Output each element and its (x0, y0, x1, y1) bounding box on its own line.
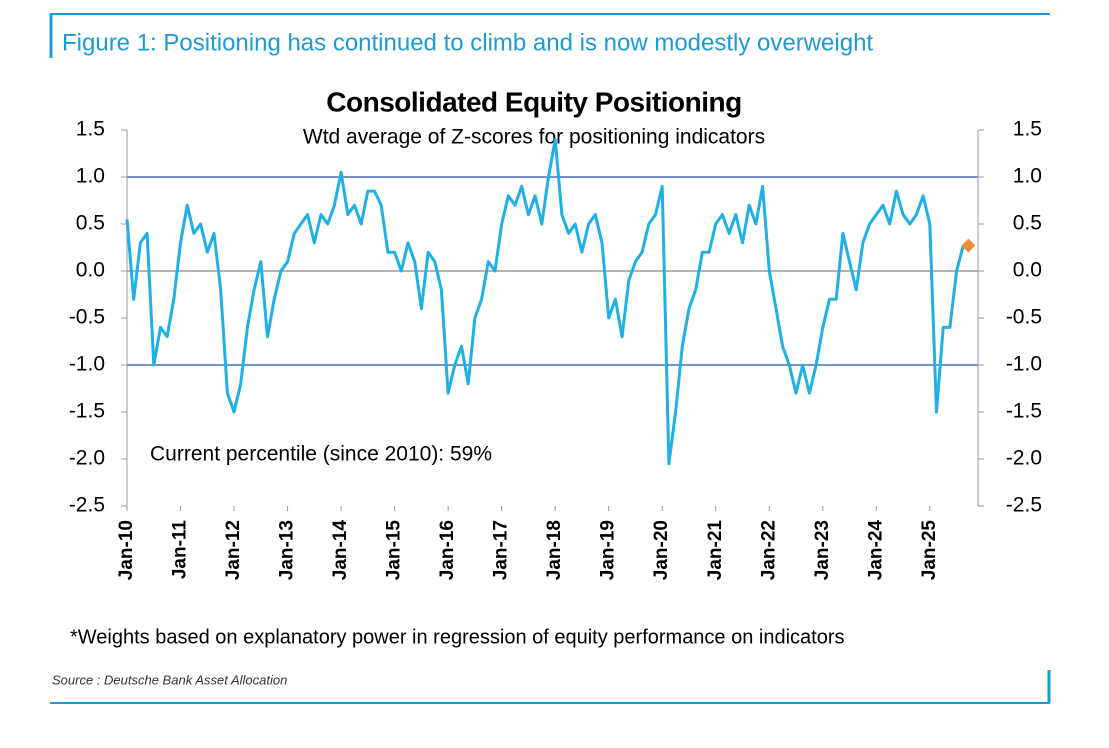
x-tick-label: Jan-17 (491, 520, 512, 580)
y2-tick-label: 1.5 (1013, 118, 1042, 141)
x-tick-label: Jan-21 (705, 520, 726, 581)
x-tick-label: Jan-11 (170, 520, 191, 580)
y2-tick-label: -2.5 (1006, 494, 1042, 517)
y2-tick-label: -1.0 (1006, 353, 1042, 376)
x-tick-label: Jan-12 (223, 520, 244, 580)
source: Source : Deutsche Bank Asset Allocation (52, 672, 287, 687)
y-tick-label: 1.5 (76, 118, 105, 141)
x-tick-label: Jan-18 (544, 520, 565, 580)
x-tick-label: Jan-14 (330, 520, 351, 581)
current-point (961, 238, 976, 253)
x-tick-label: Jan-13 (277, 520, 298, 580)
y2-tick-label: 1.0 (1013, 165, 1042, 188)
y2-tick-label: -1.5 (1006, 400, 1042, 423)
x-tick-label: Jan-10 (116, 520, 137, 580)
y-tick-label: -1.5 (69, 400, 105, 423)
chart-subtitle: Wtd average of Z-scores for positioning … (303, 126, 765, 149)
x-tick-label: Jan-19 (598, 520, 619, 580)
x-tick-label: Jan-16 (437, 520, 458, 580)
y2-tick-label: -2.0 (1006, 447, 1042, 470)
note: *Weights based on explanatory power in r… (70, 626, 845, 648)
y-tick-label: -2.5 (69, 494, 105, 517)
y2-tick-label: 0.0 (1013, 259, 1042, 282)
y-tick-label: -2.0 (69, 447, 105, 470)
y2-tick-label: 0.5 (1013, 212, 1042, 235)
x-tick-label: Jan-23 (812, 520, 833, 580)
figure-title: Figure 1: Positioning has continued to c… (62, 29, 873, 56)
chart-title: Consolidated Equity Positioning (326, 86, 741, 117)
y-tick-label: -0.5 (69, 306, 105, 329)
line-series (125, 137, 965, 466)
y-tick-label: 0.5 (76, 212, 105, 235)
y-tick-label: 1.0 (76, 165, 105, 188)
annotation: Current percentile (since 2010): 59% (150, 443, 492, 466)
y-tick-label: -1.0 (69, 353, 105, 376)
x-tick-label: Jan-22 (758, 520, 779, 580)
x-tick-label: Jan-24 (865, 520, 886, 581)
y2-tick-label: -0.5 (1006, 306, 1042, 329)
x-tick-label: Jan-25 (919, 520, 940, 581)
x-tick-label: Jan-15 (384, 520, 405, 581)
x-tick-label: Jan-20 (651, 520, 672, 580)
y-tick-label: 0.0 (76, 259, 105, 282)
